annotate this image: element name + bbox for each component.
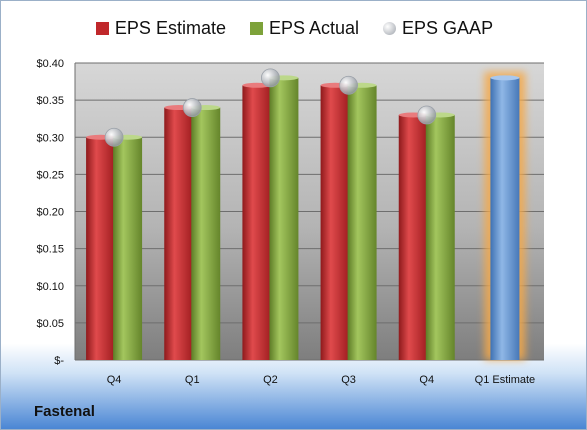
y-tick-label: $0.10: [36, 281, 64, 293]
bar-eps-estimate: [164, 107, 194, 360]
gaap-marker: [339, 75, 358, 95]
legend-item-gaap: EPS GAAP: [383, 18, 493, 39]
y-tick-label: $0.40: [36, 58, 64, 70]
x-tick-label: Q3: [341, 374, 356, 386]
bar-eps-estimate: [242, 85, 272, 361]
gaap-marker: [104, 127, 124, 147]
gaap-marker: [261, 68, 280, 88]
bar-eps-actual: [269, 77, 299, 360]
bar-cap: [490, 75, 520, 81]
legend-item-actual: EPS Actual: [249, 18, 360, 39]
legend-swatch-estimate: [95, 22, 109, 35]
bar-q1-estimate: [490, 77, 520, 360]
y-tick-label: $0.30: [36, 132, 64, 144]
y-tick-label: $0.25: [36, 169, 64, 181]
x-tick-label: Q4: [107, 374, 122, 386]
bar-eps-actual: [425, 114, 455, 360]
gaap-marker: [182, 98, 202, 117]
bar-eps-actual: [113, 137, 143, 360]
legend-swatch-gaap: [383, 22, 397, 35]
legend: EPS Estimate EPS Actual EPS GAAP: [1, 18, 586, 39]
x-tick-label: Q4: [419, 374, 434, 386]
bar-eps-estimate: [320, 85, 350, 361]
y-tick-label: $0.20: [36, 207, 64, 219]
y-tick-label: $0.35: [36, 95, 64, 107]
x-tick-label: Q1 Estimate: [475, 374, 536, 386]
gaap-marker: [417, 105, 437, 125]
bar-eps-estimate: [398, 114, 428, 360]
company-name: Fastenal: [34, 403, 95, 420]
legend-label-estimate: EPS Estimate: [114, 18, 226, 38]
legend-swatch-actual: [249, 22, 263, 35]
bar-eps-actual: [191, 107, 221, 360]
y-tick-label: $0.15: [36, 244, 64, 256]
x-tick-label: Q2: [263, 374, 278, 386]
legend-label-gaap: EPS GAAP: [402, 18, 494, 38]
legend-label-actual: EPS Actual: [268, 18, 360, 38]
bar-eps-estimate: [86, 137, 116, 360]
y-tick-label: $0.05: [36, 318, 64, 330]
bar-eps-actual: [347, 85, 377, 361]
legend-item-estimate: EPS Estimate: [95, 18, 226, 39]
y-tick-label: $-: [54, 355, 64, 367]
x-tick-label: Q1: [185, 374, 200, 386]
